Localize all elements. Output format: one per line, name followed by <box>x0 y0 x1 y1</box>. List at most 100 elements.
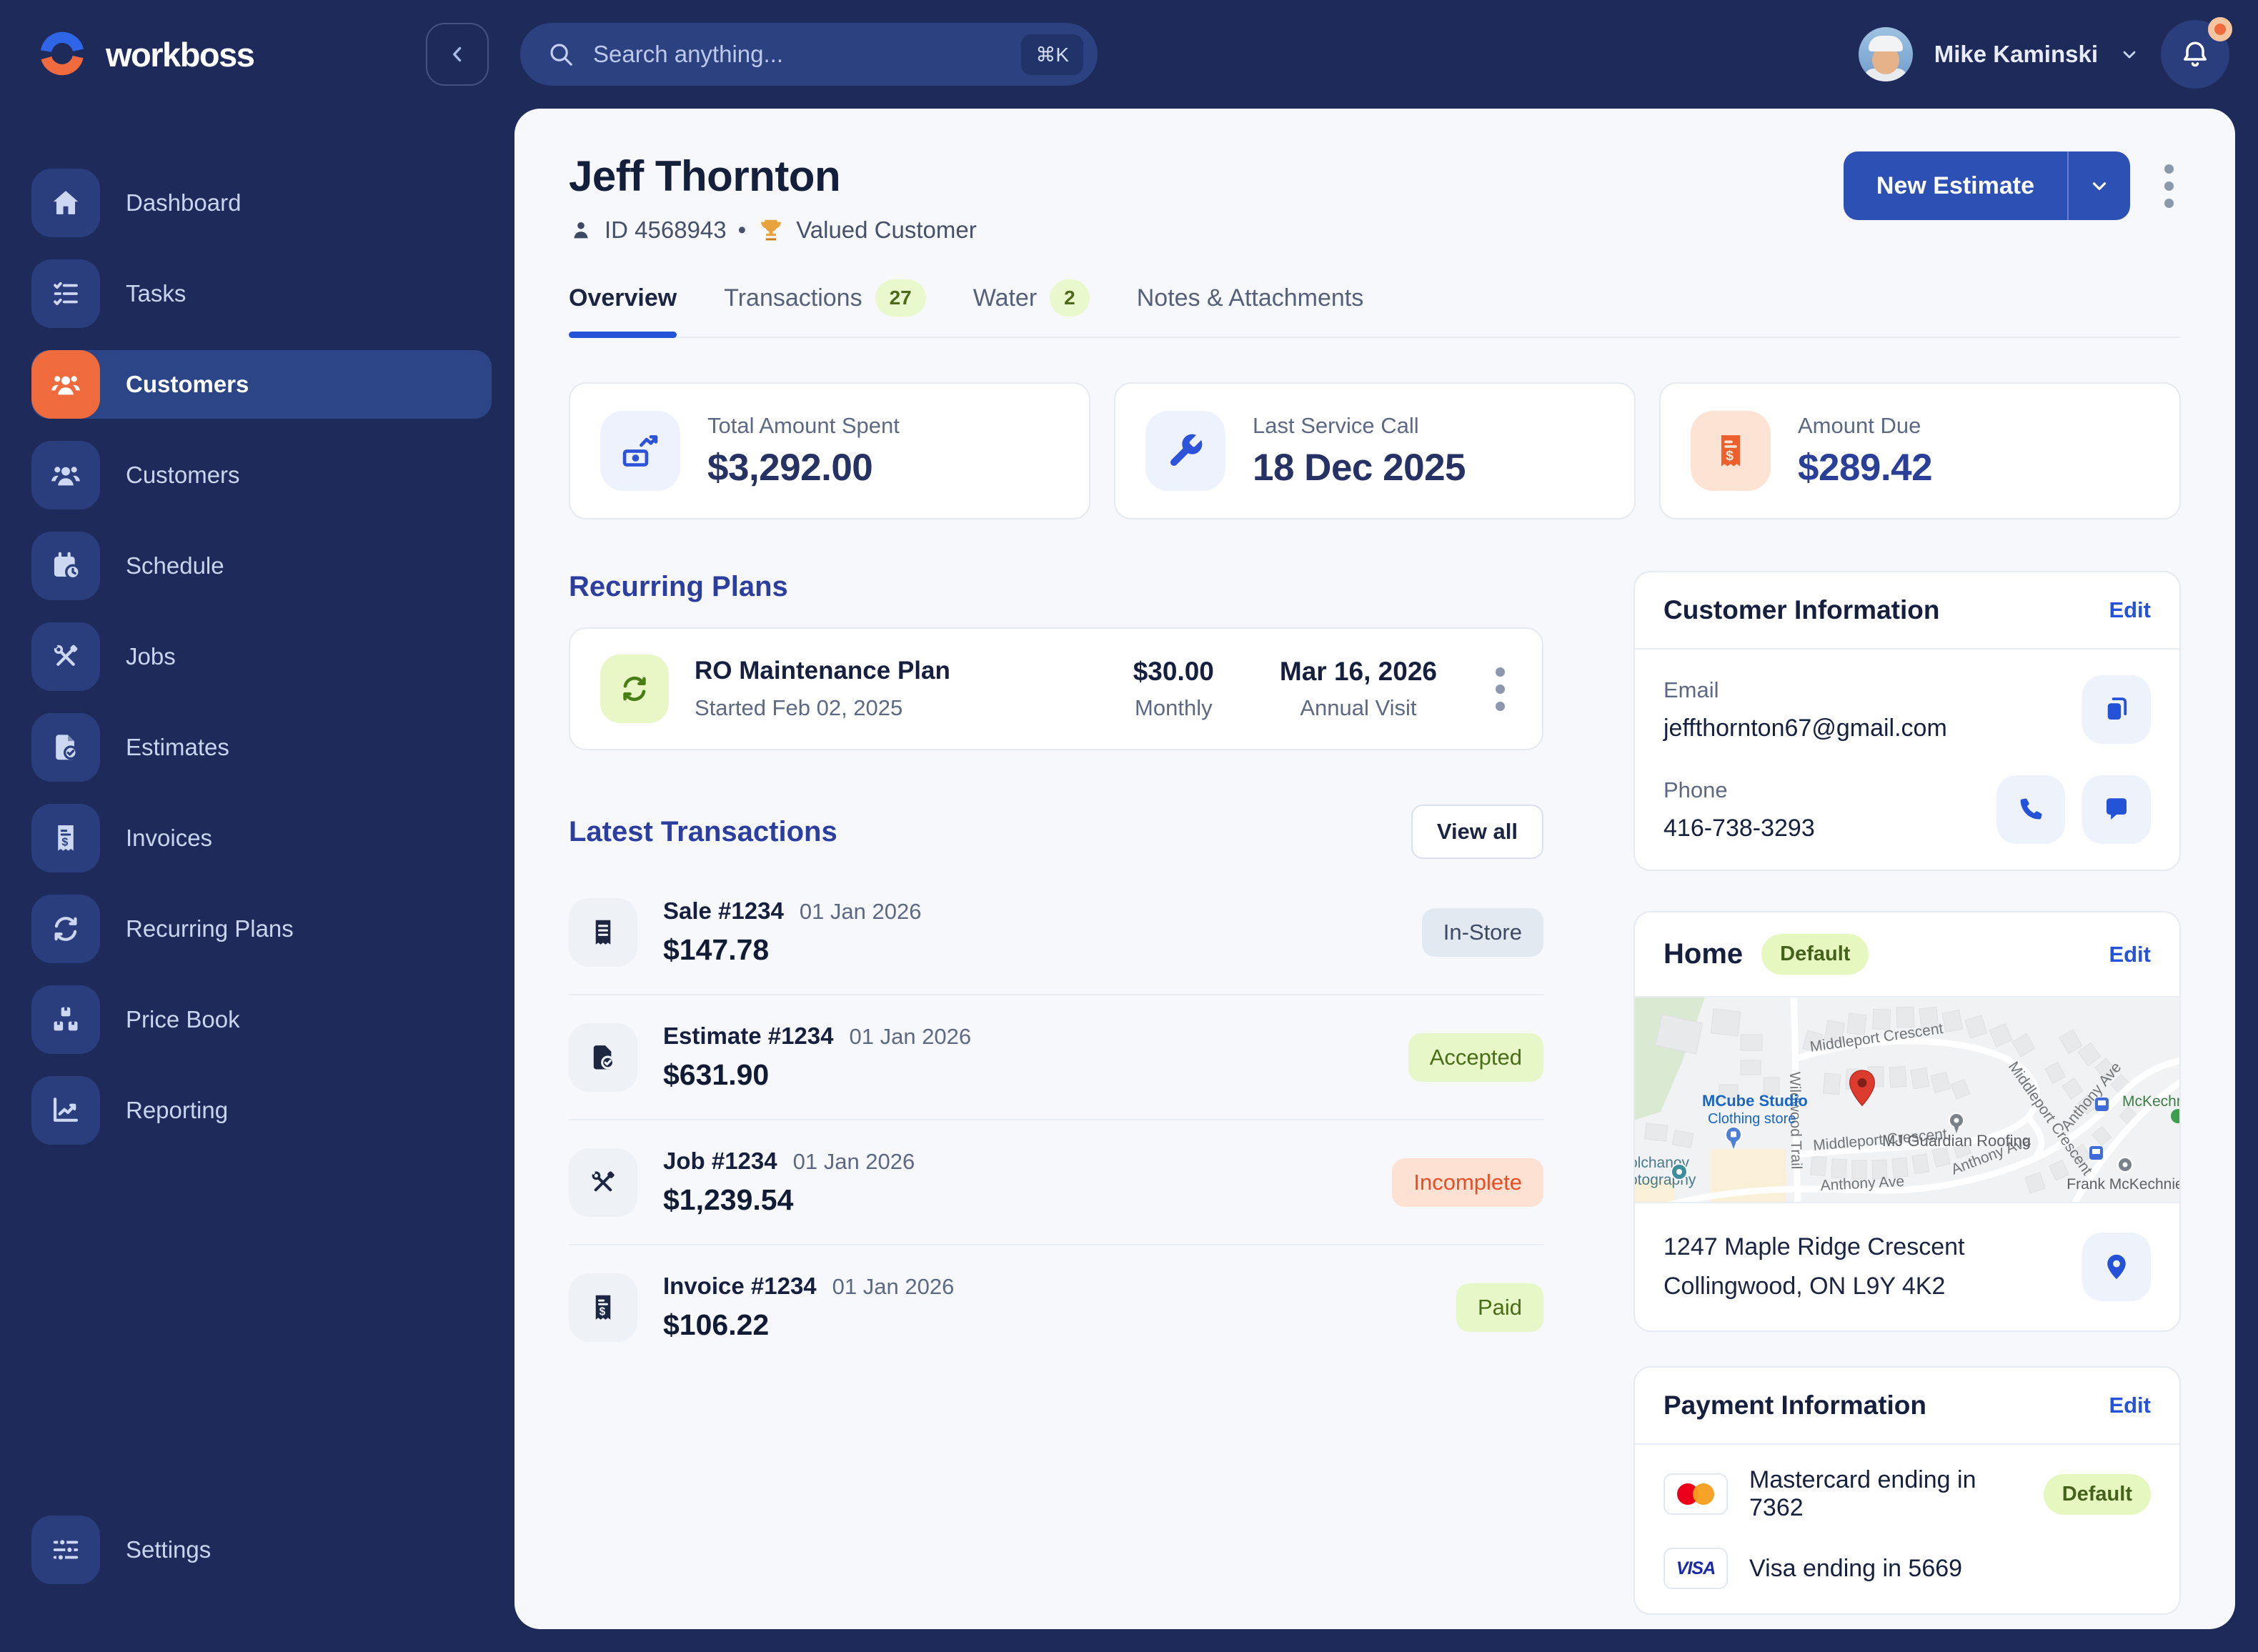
latest-transactions-heading: Latest Transactions <box>569 815 837 847</box>
customer-information-title: Customer Information <box>1663 595 1940 625</box>
map-photo-pin <box>1671 1163 1688 1180</box>
sidebar-item-dashboard[interactable]: Dashboard <box>31 169 489 237</box>
tab-water-count: 2 <box>1050 279 1090 317</box>
visa-icon: VISA <box>1663 1548 1728 1590</box>
tab-overview[interactable]: Overview <box>569 279 677 338</box>
money-trend-icon <box>600 411 680 491</box>
plan-next-label: Annual Visit <box>1300 695 1417 720</box>
page-header: Jeff Thornton ID 4568943 • Valued Custom… <box>569 151 2181 244</box>
stat-total-amount-spent: Total Amount Spent $3,292.00 <box>569 382 1090 519</box>
payment-card-visa[interactable]: VISA Visa ending in 5669 <box>1663 1548 2151 1590</box>
chevron-down-icon[interactable] <box>2119 44 2139 64</box>
map-home-pin <box>1849 1070 1875 1107</box>
map-poi-label: McKechnie Wo <box>2122 1093 2179 1110</box>
payment-information-title: Payment Information <box>1663 1390 1926 1420</box>
call-button[interactable] <box>1996 775 2065 844</box>
notification-badge <box>2208 17 2232 41</box>
file-check-icon <box>31 713 100 782</box>
sidebar-item-estimates[interactable]: Estimates <box>31 713 489 782</box>
sidebar-item-customers-2[interactable]: Customers <box>31 441 489 509</box>
tools-icon <box>569 1148 637 1217</box>
plan-next-date: Mar 16, 2026 <box>1279 657 1437 686</box>
svg-text:$: $ <box>600 1305 606 1318</box>
status-badge: Paid <box>1456 1283 1543 1332</box>
recurring-plans-heading: Recurring Plans <box>569 571 788 602</box>
page-overflow-menu[interactable] <box>2157 157 2181 215</box>
customer-information-edit[interactable]: Edit <box>2109 597 2151 622</box>
home-edit[interactable]: Edit <box>2109 941 2151 967</box>
default-card-badge: Default <box>2043 1473 2151 1515</box>
sidebar-item-price-book[interactable]: Price Book <box>31 985 489 1054</box>
user-name[interactable]: Mike Kaminski <box>1934 41 2098 67</box>
transaction-row-sale[interactable]: Sale #1234 01 Jan 2026 $147.78 In-Store <box>569 870 1543 994</box>
map-street-label: Wildwood Trail <box>1786 1072 1804 1170</box>
sidebar-item-settings[interactable]: Settings <box>31 1516 489 1584</box>
payment-information-edit[interactable]: Edit <box>2109 1393 2151 1418</box>
new-estimate-dropdown[interactable] <box>2067 151 2130 220</box>
stat-cards: Total Amount Spent $3,292.00 Last Servic… <box>569 382 2181 519</box>
sidebar-item-reporting[interactable]: Reporting <box>31 1076 489 1145</box>
search-shortcut-badge: ⌘K <box>1021 34 1083 75</box>
global-search[interactable]: ⌘K <box>520 23 1098 86</box>
tools-icon <box>31 622 100 691</box>
search-icon <box>550 44 572 66</box>
tab-notes-attachments[interactable]: Notes & Attachments <box>1136 284 1364 312</box>
home-title: Home <box>1663 938 1744 970</box>
sidebar-item-recurring-plans[interactable]: Recurring Plans <box>31 895 489 963</box>
view-all-button[interactable]: View all <box>1411 805 1543 859</box>
sidebar-item-tasks[interactable]: Tasks <box>31 259 489 328</box>
new-estimate-button[interactable]: New Estimate <box>1843 151 2130 220</box>
transaction-row-job[interactable]: Job #1234 01 Jan 2026 $1,239.54 Incomple… <box>569 1119 1543 1244</box>
main-content: Jeff Thornton ID 4568943 • Valued Custom… <box>514 109 2235 1629</box>
avatar[interactable] <box>1858 27 1913 81</box>
plan-overflow-menu[interactable] <box>1488 660 1512 718</box>
brand-name: workboss <box>106 35 255 74</box>
svg-text:$: $ <box>61 836 68 849</box>
recurring-plan-card[interactable]: RO Maintenance Plan Started Feb 02, 2025… <box>569 627 1543 750</box>
default-address-badge: Default <box>1761 934 1869 975</box>
right-column: Customer Information Edit Email jeffthor… <box>1633 571 2181 1616</box>
calendar-clock-icon <box>31 532 100 600</box>
brand-logo-icon <box>40 31 84 76</box>
mastercard-icon <box>1663 1473 1728 1516</box>
open-map-button[interactable] <box>2082 1233 2151 1302</box>
sidebar-collapse-button[interactable] <box>426 23 489 86</box>
payment-card-mastercard[interactable]: Mastercard ending in 7362 Default <box>1663 1466 2151 1522</box>
sidebar-item-jobs[interactable]: Jobs <box>31 622 489 691</box>
invoice-icon: $ <box>569 1273 637 1342</box>
copy-email-button[interactable] <box>2082 675 2151 744</box>
users-icon <box>31 350 100 419</box>
sidebar-item-customers[interactable]: Customers <box>31 350 492 419</box>
map-poi-label: Frank McKechnie <box>2066 1176 2179 1193</box>
user-cluster: Mike Kaminski <box>1858 0 2232 109</box>
transaction-row-estimate[interactable]: Estimate #1234 01 Jan 2026 $631.90 Accep… <box>569 994 1543 1119</box>
transactions-list: Sale #1234 01 Jan 2026 $147.78 In-Store <box>569 870 1543 1369</box>
trophy-icon <box>761 219 782 241</box>
chart-line-icon <box>31 1076 100 1145</box>
search-input[interactable] <box>593 41 1003 68</box>
map[interactable]: Middleport Crescent Middleport Crescent … <box>1635 996 2179 1203</box>
customer-id: ID 4568943 <box>605 217 727 243</box>
map-poi-label: MCube Studio <box>1702 1092 1808 1110</box>
meta-separator: • <box>737 217 747 243</box>
tab-water[interactable]: Water 2 <box>973 279 1090 337</box>
sidebar-item-schedule[interactable]: Schedule <box>31 532 489 600</box>
message-button[interactable] <box>2082 775 2151 844</box>
notifications-button[interactable] <box>2161 17 2232 89</box>
left-column: Recurring Plans RO Maintenance Plan Star… <box>569 571 1543 1369</box>
home-icon <box>31 169 100 237</box>
wrench-icon <box>1145 411 1225 491</box>
customer-badge: Valued Customer <box>796 217 977 243</box>
customer-information-panel: Customer Information Edit Email jeffthor… <box>1633 571 2181 871</box>
transaction-row-invoice[interactable]: $ Invoice #1234 01 Jan 2026 $106.22 Paid <box>569 1244 1543 1369</box>
tab-transactions[interactable]: Transactions 27 <box>724 279 926 337</box>
invoice-due-icon: $ <box>1691 411 1771 491</box>
plan-period: Monthly <box>1135 695 1213 720</box>
person-icon <box>574 222 588 239</box>
tab-transactions-count: 27 <box>875 279 926 317</box>
brand-logo: workboss <box>37 0 255 109</box>
chevron-left-icon <box>453 46 462 62</box>
plan-started: Started Feb 02, 2025 <box>695 695 903 720</box>
stat-last-service-call: Last Service Call 18 Dec 2025 <box>1114 382 1636 519</box>
sidebar-item-invoices[interactable]: $ Invoices <box>31 804 489 872</box>
